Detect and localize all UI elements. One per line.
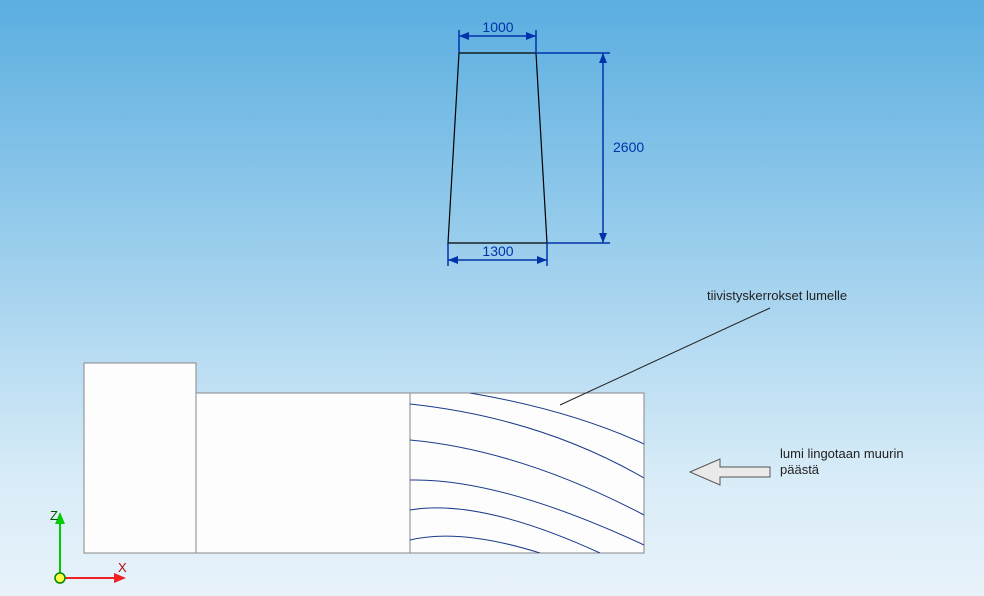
annotation-blow-line1: lumi lingotaan muurin — [780, 446, 904, 461]
axis-x-label: X — [118, 560, 127, 575]
blow-arrow — [690, 459, 770, 485]
wall-block-1 — [84, 363, 196, 553]
dim-height: 2600 — [536, 53, 644, 243]
dim-top-width-label: 1000 — [482, 19, 513, 35]
wall-block-2 — [196, 393, 410, 553]
wall-assembly — [84, 363, 644, 553]
diagram-canvas: 1000 1300 2600 — [0, 0, 984, 596]
annotation-layers: tiivistyskerrokset lumelle — [560, 288, 847, 405]
axis-origin-marker — [55, 573, 65, 583]
profile-section: 1000 1300 2600 — [448, 19, 644, 266]
dim-bottom-width-label: 1300 — [482, 243, 513, 259]
annotation-layers-text: tiivistyskerrokset lumelle — [707, 288, 847, 303]
dim-top-width: 1000 — [459, 19, 536, 53]
dim-height-label: 2600 — [613, 139, 644, 155]
dim-bottom-width: 1300 — [448, 243, 547, 266]
annotation-blow: lumi lingotaan muurin päästä — [690, 446, 904, 485]
annotation-blow-line2: päästä — [780, 462, 820, 477]
profile-outline — [448, 53, 547, 243]
axis-z-label: Z — [50, 508, 58, 523]
